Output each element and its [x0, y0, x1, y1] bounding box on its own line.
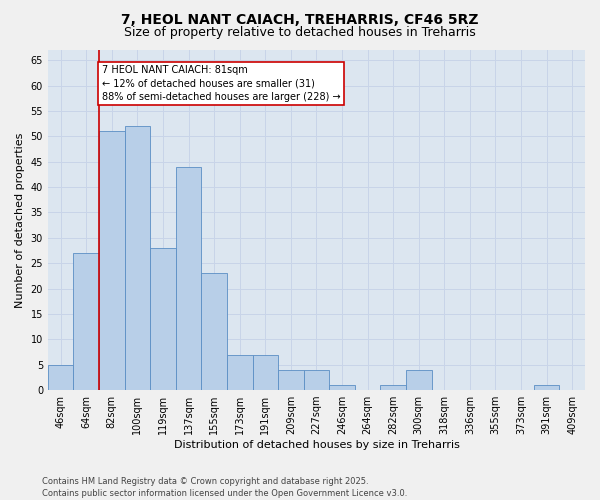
Y-axis label: Number of detached properties: Number of detached properties: [15, 132, 25, 308]
Bar: [150, 248, 176, 390]
Bar: [176, 166, 202, 390]
Bar: [253, 354, 278, 390]
Bar: [202, 274, 227, 390]
Text: 7 HEOL NANT CAIACH: 81sqm
← 12% of detached houses are smaller (31)
88% of semi-: 7 HEOL NANT CAIACH: 81sqm ← 12% of detac…: [101, 65, 340, 102]
Text: Contains HM Land Registry data © Crown copyright and database right 2025.
Contai: Contains HM Land Registry data © Crown c…: [42, 476, 407, 498]
X-axis label: Distribution of detached houses by size in Treharris: Distribution of detached houses by size …: [173, 440, 460, 450]
Bar: [278, 370, 304, 390]
Text: 7, HEOL NANT CAIACH, TREHARRIS, CF46 5RZ: 7, HEOL NANT CAIACH, TREHARRIS, CF46 5RZ: [121, 12, 479, 26]
Bar: [304, 370, 329, 390]
Bar: [48, 364, 73, 390]
Bar: [380, 385, 406, 390]
Bar: [227, 354, 253, 390]
Bar: [406, 370, 431, 390]
Text: Size of property relative to detached houses in Treharris: Size of property relative to detached ho…: [124, 26, 476, 39]
Bar: [99, 131, 125, 390]
Bar: [73, 253, 99, 390]
Bar: [534, 385, 559, 390]
Bar: [329, 385, 355, 390]
Bar: [125, 126, 150, 390]
